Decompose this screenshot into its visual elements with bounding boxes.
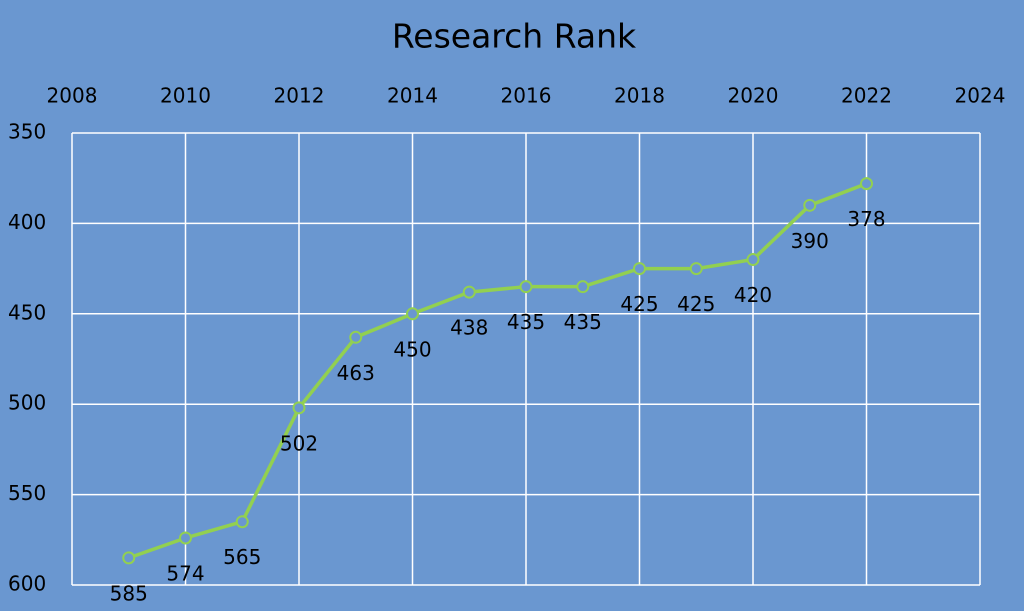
y-tick-label: 600: [8, 572, 46, 596]
y-tick-label: 350: [8, 120, 46, 144]
y-tick-label: 450: [8, 300, 46, 324]
point-marker: [860, 177, 873, 191]
x-tick-label: 2012: [274, 84, 325, 108]
point-marker: [462, 285, 476, 299]
data-label: 425: [677, 292, 715, 316]
data-label: 463: [337, 361, 375, 385]
point-marker: [235, 515, 249, 529]
point-marker: [689, 262, 703, 276]
point-marker: [633, 262, 646, 276]
point-marker: [746, 253, 760, 267]
x-tick-label: 2018: [614, 84, 665, 108]
x-tick-label: 2010: [160, 84, 211, 108]
point-marker: [349, 330, 363, 344]
point-marker: [576, 280, 590, 294]
data-label: 565: [223, 545, 261, 569]
x-tick-label: 2024: [955, 84, 1006, 108]
data-label: 574: [166, 561, 204, 585]
data-label: 585: [110, 581, 148, 605]
data-label: 438: [450, 316, 488, 340]
point-marker: [406, 307, 419, 321]
data-label: 435: [507, 310, 545, 334]
point-marker: [179, 531, 192, 545]
data-label: 390: [791, 229, 829, 253]
line-series: [128, 181, 868, 560]
x-tick-label: 2014: [387, 84, 438, 108]
y-tick-label: 400: [8, 210, 46, 234]
y-tick-label: 500: [8, 391, 46, 415]
point-marker: [803, 198, 817, 212]
chart-title: Research Rank: [392, 17, 637, 56]
data-label: 420: [734, 283, 772, 307]
data-label: 425: [620, 292, 658, 316]
data-label: 378: [847, 207, 885, 231]
x-tick-label: 2022: [841, 84, 892, 108]
data-label: 502: [280, 431, 318, 455]
data-label: 435: [564, 310, 602, 334]
y-tick-label: 550: [8, 481, 46, 505]
x-tick-label: 2008: [47, 84, 98, 108]
point-marker: [519, 280, 533, 294]
point-marker: [292, 401, 306, 415]
x-tick-label: 2020: [728, 84, 779, 108]
point-marker: [122, 551, 136, 565]
x-tick-label: 2016: [501, 84, 552, 108]
data-label: 450: [393, 337, 431, 361]
